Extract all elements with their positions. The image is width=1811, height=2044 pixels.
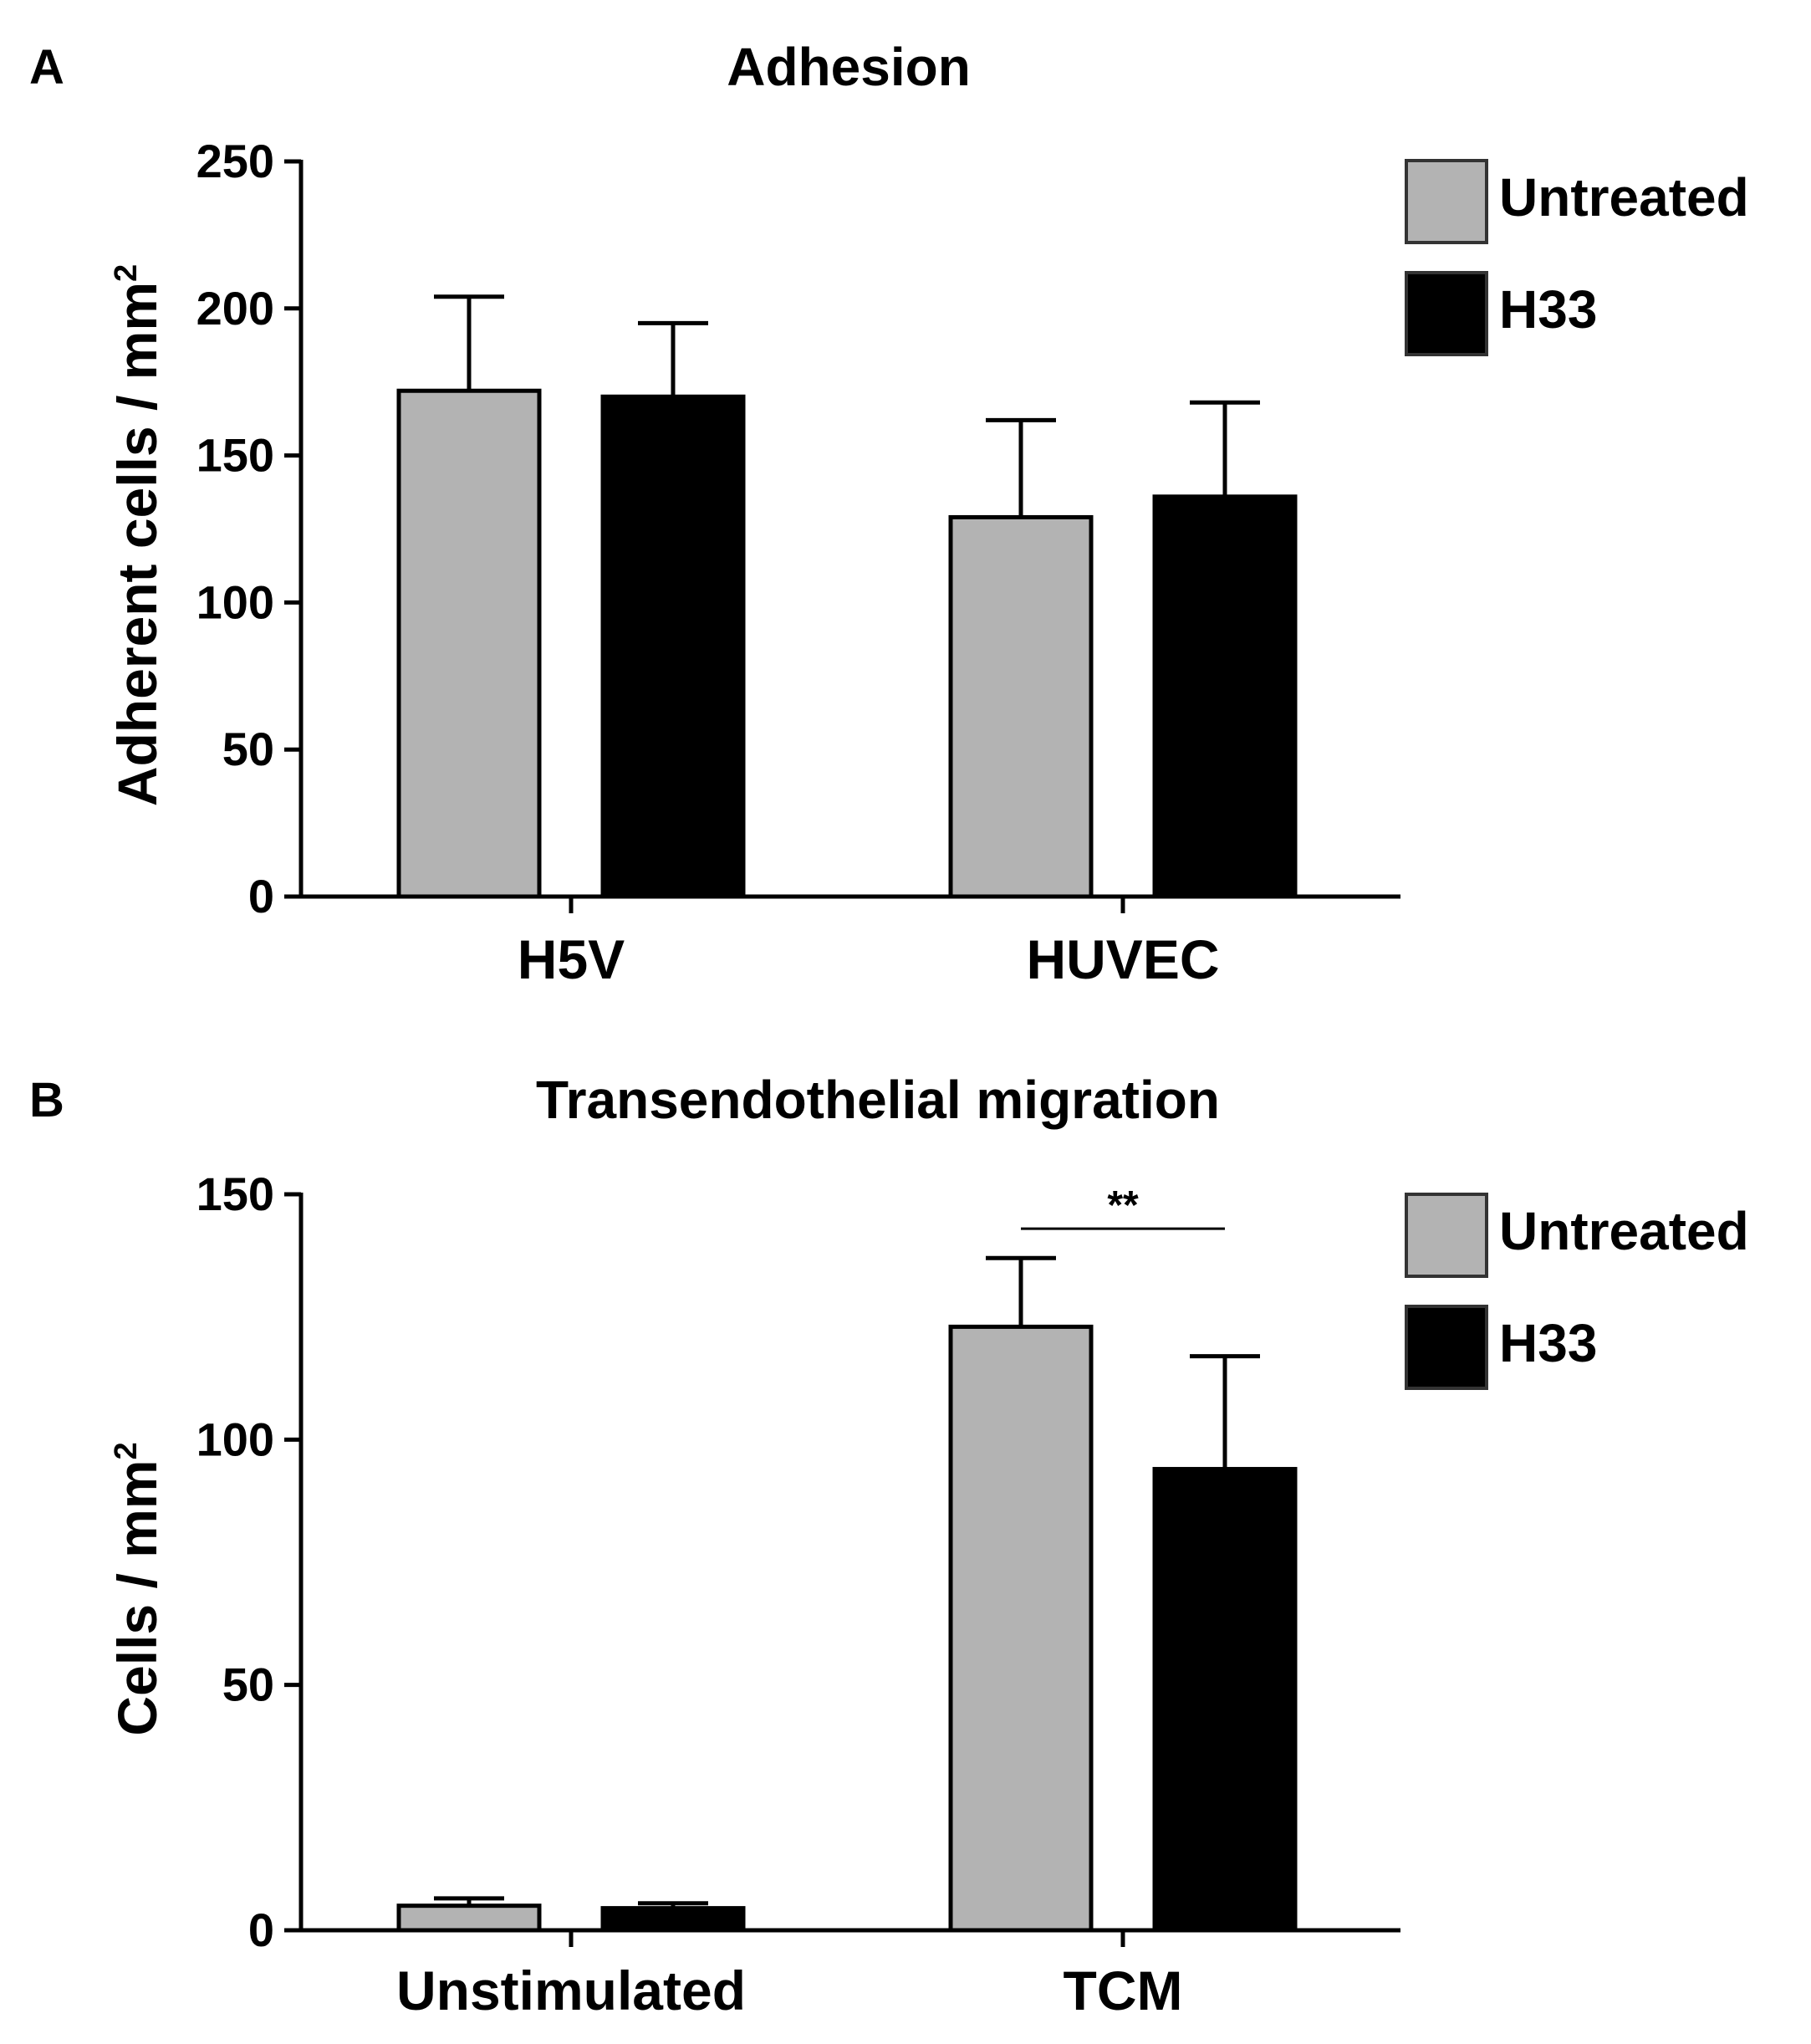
panel-b-plot-area: 0 50 100 150 Unstimulated TCM ** <box>196 1168 1400 2021</box>
panel-a-bar-h33 <box>600 394 746 899</box>
panel-a-legend-swatch-untreated <box>1405 159 1488 244</box>
panel-a-y-axis-title: Adherent cells / mm2 <box>106 264 168 806</box>
panel-b-y-tick-label: 0 <box>248 1903 274 1956</box>
panel-a-legend: Untreated H33 <box>1405 159 1749 356</box>
panel-a-y-axis-title-text: Adherent cells / mm <box>106 282 168 806</box>
panel-b-y-axis-title: Cells / mm2 <box>106 1442 168 1735</box>
panel-b-y-axis-title-sup: 2 <box>109 1442 144 1459</box>
panel-b-bar-h33 <box>600 1906 746 1933</box>
panel-a-plot-area: 0 50 100 150 200 250 H5V HUVEC <box>196 135 1400 990</box>
panel-a-legend-label-untreated: Untreated <box>1499 167 1749 227</box>
panel-b-label: B <box>29 1073 64 1127</box>
panel-b-y-tick-label: 100 <box>196 1413 274 1465</box>
panel-a-x-tick-label: HUVEC <box>1026 928 1219 990</box>
panel-b-chart: B Transendothelial migration Cells / mm2… <box>29 1070 1749 2021</box>
panel-b-legend-label-h33: H33 <box>1499 1313 1597 1373</box>
panel-a-bar-untreated <box>948 514 1094 899</box>
panel-a-y-axis-title-sup: 2 <box>109 264 144 282</box>
panel-b-x-tick-label: TCM <box>1064 1960 1183 2021</box>
panel-b-legend-label-untreated: Untreated <box>1499 1201 1749 1261</box>
panel-b-bar-untreated <box>948 1324 1094 1933</box>
panel-a-y-tick-label: 200 <box>196 282 274 335</box>
panel-a-bar-h33 <box>1152 494 1298 899</box>
panel-b-y-tick-label: 150 <box>196 1168 274 1220</box>
panel-a-y-tick-label: 250 <box>196 135 274 187</box>
panel-b-title: Transendothelial migration <box>536 1070 1220 1130</box>
panel-a-y-tick-label: 100 <box>196 575 274 628</box>
panel-a-chart: A Adhesion Adherent cells / mm2 0 50 100 15… <box>29 37 1749 990</box>
panel-a-y-tick-label: 150 <box>196 429 274 482</box>
panel-b-bar-h33 <box>1152 1467 1298 1933</box>
panel-b-bar-untreated <box>396 1903 542 1933</box>
panel-a-y-tick-label: 0 <box>248 870 274 922</box>
panel-a-title: Adhesion <box>727 37 971 97</box>
panel-a-x-tick-label: H5V <box>518 928 625 990</box>
panel-a-y-tick-label: 50 <box>222 723 274 775</box>
panel-a-label: A <box>29 40 64 95</box>
panel-b-legend-swatch-h33 <box>1405 1305 1488 1390</box>
panel-b-y-tick-label: 50 <box>222 1658 274 1711</box>
panel-b-x-tick-label: Unstimulated <box>396 1960 746 2021</box>
panel-b-y-axis-title-text: Cells / mm <box>106 1460 168 1736</box>
panel-b-legend-swatch-untreated <box>1405 1193 1488 1278</box>
panel-b-legend: Untreated H33 <box>1405 1193 1749 1390</box>
panel-b-significance-label: ** <box>1107 1183 1139 1228</box>
panel-a-legend-label-h33: H33 <box>1499 279 1597 340</box>
panel-a-bar-untreated <box>396 388 542 899</box>
panel-a-legend-swatch-h33 <box>1405 271 1488 356</box>
